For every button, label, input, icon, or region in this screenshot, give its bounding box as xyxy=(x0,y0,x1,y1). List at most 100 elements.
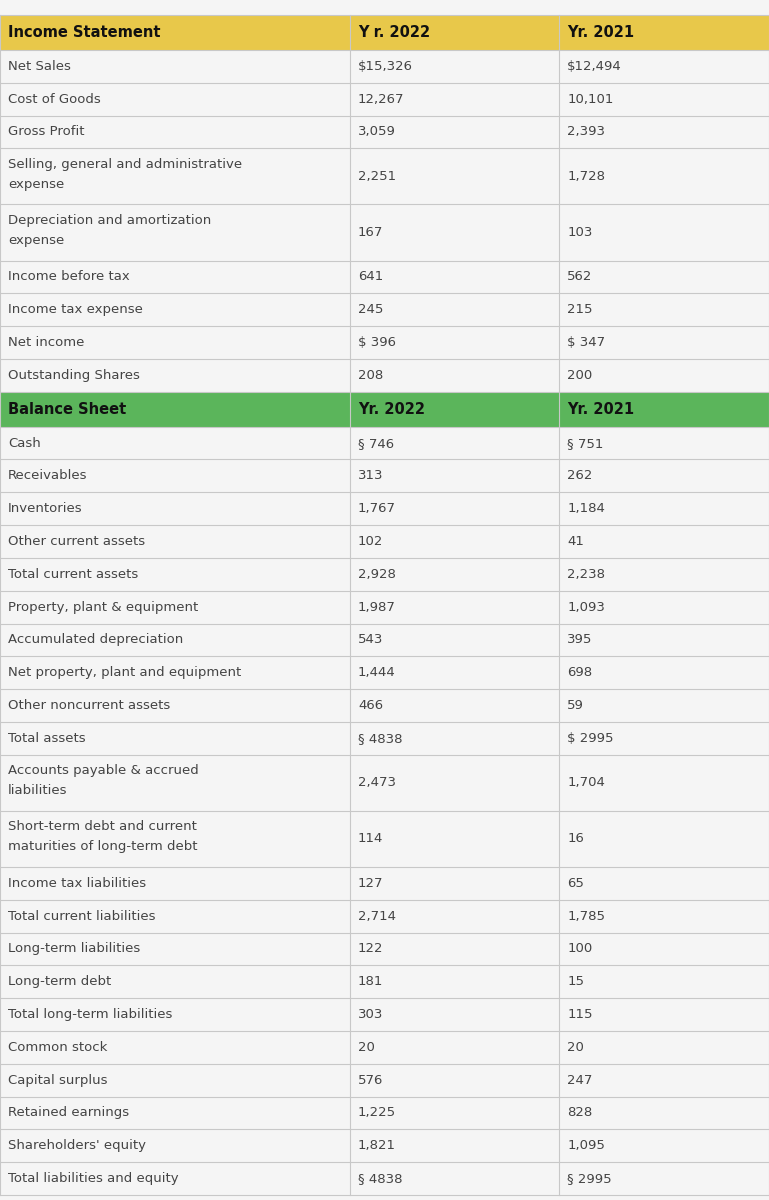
Text: 1,093: 1,093 xyxy=(567,601,605,613)
Text: 262: 262 xyxy=(567,469,592,482)
Text: $12,494: $12,494 xyxy=(567,60,622,73)
Text: Other current assets: Other current assets xyxy=(8,535,145,548)
Text: Accounts payable & accrued: Accounts payable & accrued xyxy=(8,764,198,776)
Bar xyxy=(0,391,769,427)
Text: 115: 115 xyxy=(567,1008,593,1021)
Text: 3,059: 3,059 xyxy=(358,126,396,138)
Text: 15: 15 xyxy=(567,976,584,989)
Text: 208: 208 xyxy=(358,368,383,382)
Text: 1,225: 1,225 xyxy=(358,1106,396,1120)
Text: 122: 122 xyxy=(358,942,384,955)
Text: 303: 303 xyxy=(358,1008,383,1021)
Text: § 751: § 751 xyxy=(567,437,604,450)
Text: Receivables: Receivables xyxy=(8,469,88,482)
Text: 127: 127 xyxy=(358,877,384,890)
Text: expense: expense xyxy=(8,234,65,247)
Text: § 746: § 746 xyxy=(358,437,394,450)
Text: § 2995: § 2995 xyxy=(567,1172,611,1186)
Text: 59: 59 xyxy=(567,700,584,712)
Text: Selling, general and administrative: Selling, general and administrative xyxy=(8,157,242,170)
Text: Cash: Cash xyxy=(8,437,41,450)
Text: 313: 313 xyxy=(358,469,384,482)
Text: Income Statement: Income Statement xyxy=(8,25,161,40)
Text: Accumulated depreciation: Accumulated depreciation xyxy=(8,634,183,647)
Text: 20: 20 xyxy=(567,1040,584,1054)
Text: 167: 167 xyxy=(358,226,383,239)
Text: Total long-term liabilities: Total long-term liabilities xyxy=(8,1008,172,1021)
Text: $ 347: $ 347 xyxy=(567,336,605,349)
Text: $ 396: $ 396 xyxy=(358,336,396,349)
Text: $15,326: $15,326 xyxy=(358,60,413,73)
Text: Total current assets: Total current assets xyxy=(8,568,138,581)
Text: 395: 395 xyxy=(567,634,592,647)
Text: Retained earnings: Retained earnings xyxy=(8,1106,129,1120)
Text: Long-term debt: Long-term debt xyxy=(8,976,112,989)
Text: 245: 245 xyxy=(358,304,383,317)
Text: 103: 103 xyxy=(567,226,592,239)
Text: Yr. 2021: Yr. 2021 xyxy=(567,25,634,40)
Text: liabilities: liabilities xyxy=(8,784,68,797)
Text: expense: expense xyxy=(8,178,65,191)
Text: 100: 100 xyxy=(567,942,592,955)
Text: 10,101: 10,101 xyxy=(567,92,614,106)
Text: 181: 181 xyxy=(358,976,383,989)
Text: 247: 247 xyxy=(567,1074,592,1087)
Text: 200: 200 xyxy=(567,368,592,382)
Text: Y r. 2022: Y r. 2022 xyxy=(358,25,430,40)
Text: Inventories: Inventories xyxy=(8,502,82,515)
Text: 2,928: 2,928 xyxy=(358,568,396,581)
Text: Net income: Net income xyxy=(8,336,85,349)
Bar xyxy=(0,14,769,50)
Text: Short-term debt and current: Short-term debt and current xyxy=(8,820,197,833)
Text: 20: 20 xyxy=(358,1040,375,1054)
Text: 1,095: 1,095 xyxy=(567,1139,605,1152)
Text: 1,184: 1,184 xyxy=(567,502,605,515)
Text: Outstanding Shares: Outstanding Shares xyxy=(8,368,140,382)
Text: Cost of Goods: Cost of Goods xyxy=(8,92,101,106)
Text: 2,393: 2,393 xyxy=(567,126,605,138)
Text: 215: 215 xyxy=(567,304,593,317)
Text: Other noncurrent assets: Other noncurrent assets xyxy=(8,700,170,712)
Text: 1,987: 1,987 xyxy=(358,601,396,613)
Text: Property, plant & equipment: Property, plant & equipment xyxy=(8,601,198,613)
Text: Common stock: Common stock xyxy=(8,1040,108,1054)
Text: Income before tax: Income before tax xyxy=(8,270,130,283)
Text: 828: 828 xyxy=(567,1106,592,1120)
Text: maturities of long-term debt: maturities of long-term debt xyxy=(8,840,198,853)
Text: Capital surplus: Capital surplus xyxy=(8,1074,108,1087)
Text: Yr. 2021: Yr. 2021 xyxy=(567,402,634,416)
Text: Yr. 2022: Yr. 2022 xyxy=(358,402,425,416)
Text: 1,728: 1,728 xyxy=(567,170,605,182)
Text: 1,767: 1,767 xyxy=(358,502,396,515)
Text: Long-term liabilities: Long-term liabilities xyxy=(8,942,140,955)
Text: 1,821: 1,821 xyxy=(358,1139,396,1152)
Text: 114: 114 xyxy=(358,833,383,845)
Text: 576: 576 xyxy=(358,1074,383,1087)
Text: 65: 65 xyxy=(567,877,584,890)
Text: § 4838: § 4838 xyxy=(358,1172,402,1186)
Text: Balance Sheet: Balance Sheet xyxy=(8,402,126,416)
Text: Income tax expense: Income tax expense xyxy=(8,304,143,317)
Text: 2,473: 2,473 xyxy=(358,776,396,790)
Text: 1,444: 1,444 xyxy=(358,666,395,679)
Text: Total liabilities and equity: Total liabilities and equity xyxy=(8,1172,178,1186)
Text: Depreciation and amortization: Depreciation and amortization xyxy=(8,214,211,227)
Text: 466: 466 xyxy=(358,700,383,712)
Text: 2,238: 2,238 xyxy=(567,568,605,581)
Text: 41: 41 xyxy=(567,535,584,548)
Text: 698: 698 xyxy=(567,666,592,679)
Text: 16: 16 xyxy=(567,833,584,845)
Text: 102: 102 xyxy=(358,535,383,548)
Text: Total current liabilities: Total current liabilities xyxy=(8,910,155,923)
Text: Total assets: Total assets xyxy=(8,732,85,745)
Text: $ 2995: $ 2995 xyxy=(567,732,614,745)
Text: 1,785: 1,785 xyxy=(567,910,605,923)
Text: 12,267: 12,267 xyxy=(358,92,404,106)
Text: 543: 543 xyxy=(358,634,383,647)
Text: Shareholders' equity: Shareholders' equity xyxy=(8,1139,146,1152)
Text: Net Sales: Net Sales xyxy=(8,60,71,73)
Text: 2,714: 2,714 xyxy=(358,910,396,923)
Text: 641: 641 xyxy=(358,270,383,283)
Text: Gross Profit: Gross Profit xyxy=(8,126,85,138)
Text: 562: 562 xyxy=(567,270,592,283)
